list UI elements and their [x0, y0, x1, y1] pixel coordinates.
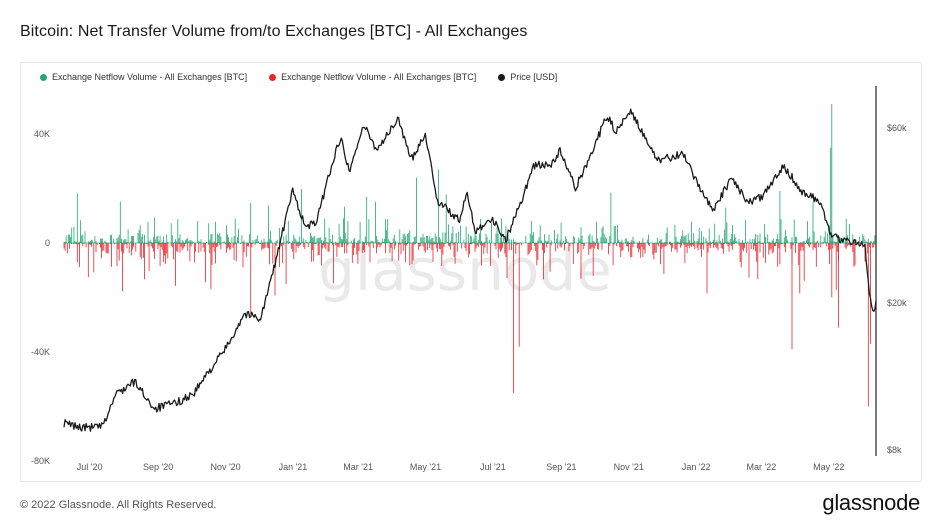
x-tick-label: Sep '21 — [546, 462, 576, 472]
chart-legend: Exchange Netflow Volume - All Exchanges … — [40, 72, 557, 82]
x-tick-label: Jan '22 — [682, 462, 711, 472]
y-right-tick-label: $8k — [887, 445, 902, 455]
legend-dot-price — [498, 73, 506, 81]
right-axis: $60k $20k $8k — [887, 123, 907, 455]
x-tick-label: Jul '21 — [480, 462, 506, 472]
legend-item-price[interactable]: Price [USD] — [498, 72, 557, 82]
x-tick-label: May '21 — [410, 462, 441, 472]
price-line — [63, 108, 877, 432]
x-tick-label: May '22 — [813, 462, 844, 472]
y-right-tick-label: $60k — [887, 123, 907, 133]
legend-label-outflow: Exchange Netflow Volume - All Exchanges … — [281, 72, 477, 82]
y-right-tick-label: $20k — [887, 298, 907, 308]
legend-item-inflow[interactable]: Exchange Netflow Volume - All Exchanges … — [40, 72, 247, 82]
legend-dot-outflow — [269, 73, 277, 81]
copyright-footer: © 2022 Glassnode. All Rights Reserved. — [20, 499, 217, 511]
x-tick-label: Mar '22 — [747, 462, 777, 472]
glassnode-logo[interactable]: glassnode — [822, 490, 920, 515]
legend-item-outflow[interactable]: Exchange Netflow Volume - All Exchanges … — [269, 72, 476, 82]
x-tick-label: Nov '20 — [210, 462, 240, 472]
chart-panel — [20, 62, 922, 482]
x-axis: Jul '20 Sep '20 Nov '20 Jan '21 Mar '21 May '… — [77, 462, 845, 472]
legend-label-price: Price [USD] — [510, 72, 558, 82]
x-tick-label: Nov '21 — [614, 462, 644, 472]
x-tick-label: Jan '21 — [279, 462, 308, 472]
y-left-tick-label: 40K — [34, 129, 50, 139]
left-axis: 40K 0 -40K -80K — [31, 129, 50, 466]
y-left-tick-label: -40K — [31, 347, 50, 357]
y-left-tick-label: -80K — [31, 456, 50, 466]
x-tick-label: Jul '20 — [77, 462, 103, 472]
legend-dot-inflow — [40, 73, 47, 81]
x-tick-label: Mar '21 — [343, 462, 373, 472]
x-tick-label: Sep '20 — [143, 462, 173, 472]
chart-title: Bitcoin: Net Transfer Volume from/to Exc… — [20, 23, 528, 40]
y-left-tick-label: 0 — [45, 238, 50, 248]
legend-label-inflow: Exchange Netflow Volume - All Exchanges … — [52, 72, 248, 82]
